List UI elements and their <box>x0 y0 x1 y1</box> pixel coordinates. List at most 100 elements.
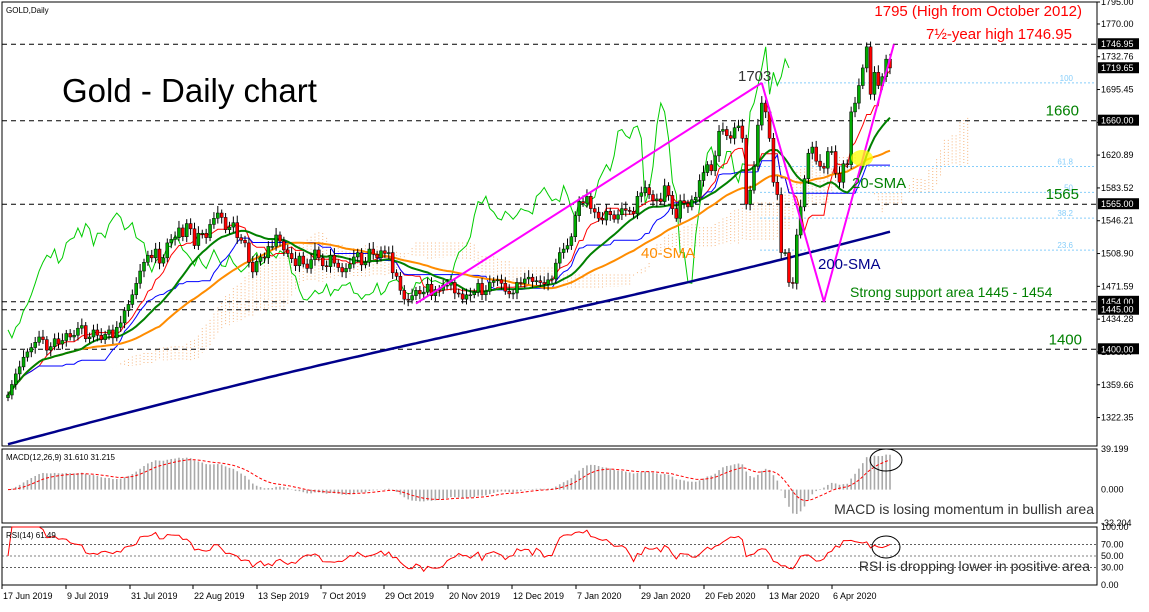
x-tick-label: 20 Feb 2020 <box>705 591 756 601</box>
candle-body <box>639 192 644 197</box>
candle-body <box>472 291 477 296</box>
candle-body <box>589 196 593 209</box>
candle-body <box>523 278 527 284</box>
candle-body <box>507 291 511 295</box>
candle-body <box>550 278 554 281</box>
candle-body <box>64 333 69 341</box>
candle-body <box>779 194 783 253</box>
candle-body <box>476 283 480 293</box>
candle-body <box>538 280 543 283</box>
candle-body <box>25 351 30 358</box>
x-tick-label: 13 Sep 2019 <box>258 591 309 601</box>
candle-body <box>763 102 768 113</box>
candle-body <box>184 223 189 237</box>
candle-body <box>352 256 356 265</box>
candle-body <box>464 294 469 300</box>
price-tick-label: 1795.00 <box>1101 0 1134 7</box>
candle-body <box>103 334 107 340</box>
macd-label: MACD(12,26,9) 31.610 31.215 <box>6 453 116 462</box>
candle-body <box>853 102 857 113</box>
candle-body <box>122 310 127 324</box>
candle-body <box>305 263 309 269</box>
price-highlight-label: 1454.00 <box>1101 297 1134 307</box>
candle-body <box>546 279 550 285</box>
price-highlight-label: 1565.00 <box>1101 199 1134 209</box>
candle-body <box>29 347 34 353</box>
candle-body <box>157 248 162 264</box>
peak-label-1703: 1703 <box>738 68 771 85</box>
candle-body <box>542 282 546 285</box>
candle-body <box>748 189 752 205</box>
candle-body <box>324 265 329 268</box>
price-tick-label: 1732.76 <box>1101 52 1134 62</box>
rsi-highlight-circle <box>871 535 901 559</box>
candle-body <box>126 304 131 311</box>
candle-body <box>177 227 181 238</box>
x-tick-label: 6 Apr 2020 <box>833 591 877 601</box>
candle-body <box>826 151 830 169</box>
candle-body <box>822 166 826 169</box>
candle-body <box>468 294 473 297</box>
price-tick-label: 1583.52 <box>1101 183 1134 193</box>
price-highlight-box <box>1098 198 1139 210</box>
candle-body <box>868 46 873 95</box>
candle-body <box>872 72 877 95</box>
candle-body <box>134 283 138 296</box>
candle-body <box>627 210 632 212</box>
macd-note: MACD is losing momentum in bullish area <box>834 501 1094 517</box>
candle-body <box>340 267 344 273</box>
x-tick-label: 17 Jun 2019 <box>3 591 53 601</box>
candle-body <box>328 254 333 267</box>
price-highlight-box <box>1098 38 1139 50</box>
candle-body <box>204 232 208 238</box>
candle-body <box>557 252 562 264</box>
candle-body <box>678 200 682 219</box>
candle-body <box>662 185 667 202</box>
level-label-1400: 1400 <box>1049 331 1082 348</box>
candle-body <box>60 340 65 345</box>
candle-body <box>674 208 679 219</box>
candle-body <box>14 373 18 385</box>
x-tick-label: 29 Oct 2019 <box>385 591 434 601</box>
x-tick-label: 7 Jan 2020 <box>577 591 622 601</box>
candle-body <box>643 187 647 194</box>
rsi-tick-label: 50.00 <box>1101 551 1124 561</box>
candle-body <box>693 196 698 201</box>
candle-body <box>414 290 418 296</box>
candle-body <box>530 276 535 282</box>
candle-body <box>783 252 787 254</box>
candle-body <box>10 384 14 396</box>
symbol-label: GOLD,Daily <box>6 6 49 15</box>
candle-body <box>76 327 80 336</box>
level-label-1795: 1795 (High from October 2012) <box>874 3 1082 20</box>
candle-body <box>802 178 807 208</box>
ichimoku-chikou-line <box>7 46 790 340</box>
candle-body <box>223 217 228 230</box>
candle-body <box>647 187 651 195</box>
candle-body <box>363 261 368 266</box>
level-label-1746: 7½-year high 1746.95 <box>926 26 1072 43</box>
candle-body <box>686 203 690 208</box>
candle-body <box>239 237 243 241</box>
candle-body <box>297 255 302 267</box>
fib-level-label: 23.6 <box>1057 241 1073 250</box>
level-label-support: Strong support area 1445 - 1454 <box>850 284 1053 300</box>
candle-body <box>91 329 96 338</box>
candle-body <box>616 214 620 220</box>
price-tick-label: 1322.35 <box>1101 413 1134 423</box>
candle-body <box>460 293 465 300</box>
level-label-1660: 1660 <box>1046 103 1079 120</box>
candle-body <box>806 152 811 179</box>
candle-body <box>732 127 737 139</box>
trend-line <box>822 43 895 303</box>
candle-body <box>810 146 815 154</box>
candle-body <box>173 237 177 240</box>
price-highlight-box <box>1098 295 1139 307</box>
candle-body <box>33 342 37 348</box>
candle-body <box>247 242 251 263</box>
candle-body <box>200 232 205 235</box>
chart-title: Gold - Daily chart <box>62 72 317 109</box>
candle-body <box>682 200 686 204</box>
macd-tick-label: 39.199 <box>1101 444 1129 454</box>
price-tick-label: 1770.00 <box>1101 19 1134 29</box>
